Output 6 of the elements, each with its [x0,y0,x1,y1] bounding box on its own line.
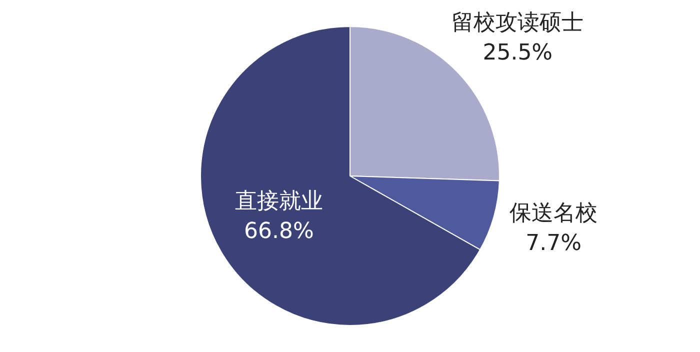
slice-label: 直接就业 [234,189,323,214]
data-label: 7.7% [526,231,582,256]
data-label: 66.8% [244,219,314,244]
slice-label: 保送名校 [510,201,598,226]
slice-label: 留校攻读硕士 [452,10,584,36]
data-label: 25.5% [482,40,553,66]
